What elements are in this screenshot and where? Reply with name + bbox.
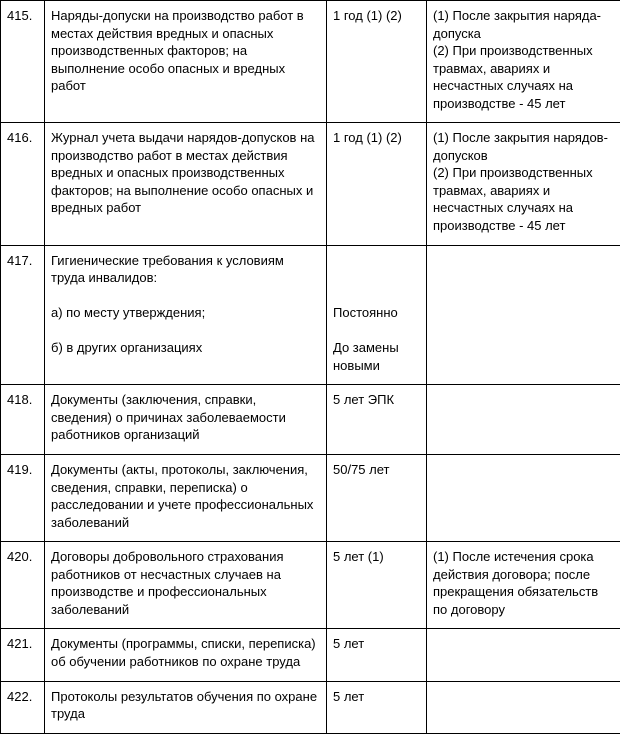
retention-schedule-table: 415. Наряды-допуски на производство рабо… [0, 0, 620, 734]
row-number: 421. [1, 629, 45, 681]
row-term: 5 лет (1) [327, 542, 427, 629]
row-note [427, 245, 620, 385]
row-note [427, 455, 620, 542]
table-body: 415. Наряды-допуски на производство рабо… [1, 1, 620, 734]
row-number: 415. [1, 1, 45, 123]
row-number: 418. [1, 385, 45, 455]
row-number: 420. [1, 542, 45, 629]
row-description: Протоколы результатов обучения по охране… [45, 681, 327, 733]
table-row: 416. Журнал учета выдачи нарядов-допуско… [1, 123, 620, 245]
row-note: (1) После закрытия наряда-допуска (2) Пр… [427, 1, 620, 123]
row-note: (1) После закрытия нарядов-допусков (2) … [427, 123, 620, 245]
row-term: 5 лет [327, 681, 427, 733]
table-row: 420. Договоры добровольного страхования … [1, 542, 620, 629]
row-term: 5 лет [327, 629, 427, 681]
table-row: 417. Гигиенические требования к условиям… [1, 245, 620, 385]
row-note [427, 681, 620, 733]
table-row: 422. Протоколы результатов обучения по о… [1, 681, 620, 733]
row-number: 419. [1, 455, 45, 542]
table-row: 415. Наряды-допуски на производство рабо… [1, 1, 620, 123]
row-description: Журнал учета выдачи нарядов-допусков на … [45, 123, 327, 245]
row-note [427, 629, 620, 681]
table-row: 421. Документы (программы, списки, переп… [1, 629, 620, 681]
row-description: Гигиенические требования к условиям труд… [45, 245, 327, 385]
row-number: 416. [1, 123, 45, 245]
row-description: Договоры добровольного страхования работ… [45, 542, 327, 629]
row-term: Постоянно До замены новыми [327, 245, 427, 385]
table-row: 418. Документы (заключения, справки, све… [1, 385, 620, 455]
row-number: 422. [1, 681, 45, 733]
row-description: Документы (акты, протоколы, заключения, … [45, 455, 327, 542]
table-row: 419. Документы (акты, протоколы, заключе… [1, 455, 620, 542]
row-term: 1 год (1) (2) [327, 123, 427, 245]
row-description: Наряды-допуски на производство работ в м… [45, 1, 327, 123]
row-description: Документы (заключения, справки, сведения… [45, 385, 327, 455]
row-note: (1) После истечения срока действия догов… [427, 542, 620, 629]
row-number: 417. [1, 245, 45, 385]
row-term: 5 лет ЭПК [327, 385, 427, 455]
row-term: 50/75 лет [327, 455, 427, 542]
row-note [427, 385, 620, 455]
row-term: 1 год (1) (2) [327, 1, 427, 123]
row-description: Документы (программы, списки, переписка)… [45, 629, 327, 681]
